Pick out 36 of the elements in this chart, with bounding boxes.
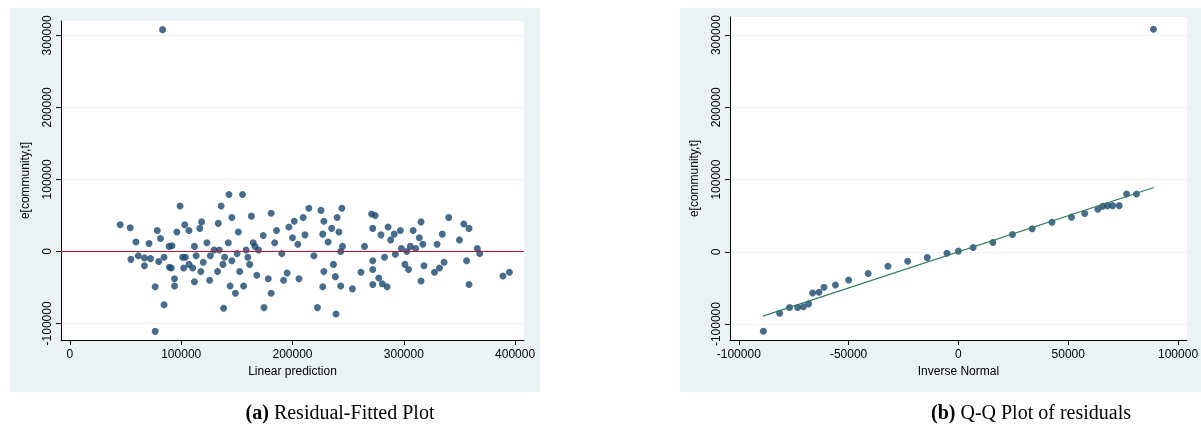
x-tick-label: 0: [66, 347, 74, 361]
y-tick-label: 0: [40, 247, 54, 255]
y-tick-label: 200000: [40, 87, 54, 128]
point: [1109, 202, 1117, 210]
point: [815, 288, 823, 296]
point: [904, 257, 912, 265]
point: [884, 262, 892, 270]
y-tick-label: 300000: [709, 14, 723, 56]
text: (b) Q-Q Plot of residuals: [930, 401, 1132, 424]
point: [809, 289, 817, 297]
x-tick-label: 100000: [161, 347, 202, 361]
x-tick-label: 200000: [272, 347, 313, 361]
y-tick-label: 100000: [709, 159, 723, 200]
point: [864, 270, 872, 278]
x-tick-label: 0: [955, 347, 963, 361]
x-tick-label: 300000: [383, 347, 425, 361]
y-tick-label: 200000: [709, 86, 723, 128]
point: [831, 281, 839, 289]
x-axis-title: Linear prediction: [248, 363, 337, 378]
x-tick-label: 50000: [1051, 347, 1086, 361]
x-tick-label: 400000: [495, 347, 536, 361]
point: [820, 283, 828, 291]
y-tick-label: 300000: [40, 15, 54, 56]
point: [1115, 202, 1123, 210]
x-tick-label: -50000: [829, 347, 868, 361]
y-tick-label: 0: [709, 248, 723, 256]
x-tick-label: 100000: [1158, 347, 1199, 361]
point: [923, 254, 931, 262]
y-axis-title: e[community,t]: [687, 139, 701, 218]
y-tick-label: 100000: [40, 159, 54, 200]
point: [845, 276, 853, 284]
x-axis-title: Inverse Normal: [917, 363, 1000, 378]
point: [1149, 25, 1157, 33]
point: [759, 327, 767, 335]
y-axis-title: e[community,t]: [18, 141, 32, 220]
text: (a) Residual-Fitted Plot: [244, 401, 436, 424]
